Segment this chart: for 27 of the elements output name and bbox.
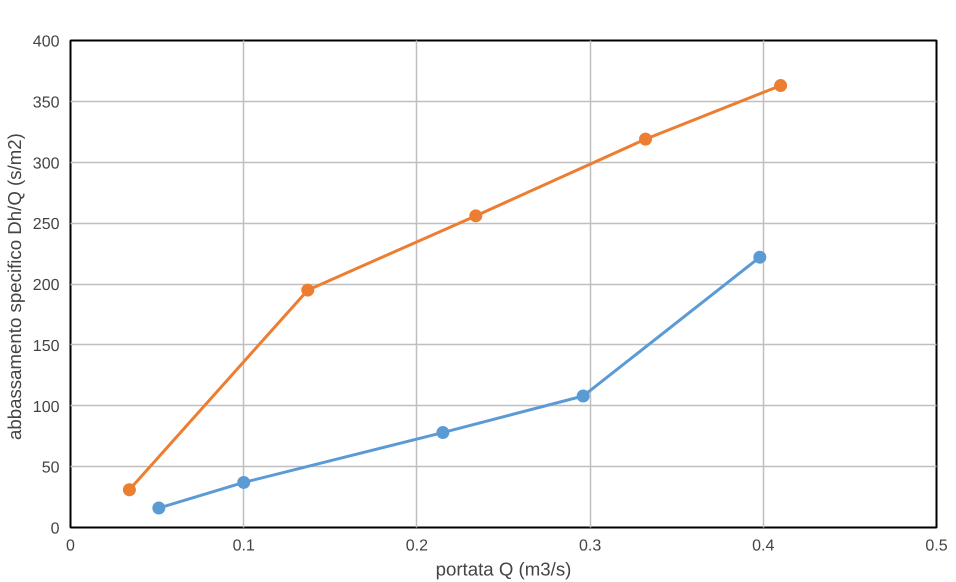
x-tick-label: 0.2 <box>406 538 428 554</box>
y-tick-label: 250 <box>32 216 60 234</box>
x-tick-label: 0.5 <box>925 538 948 554</box>
point <box>152 502 166 515</box>
x-tick-label: 0.1 <box>232 538 255 554</box>
x-tick-label: 0.4 <box>752 538 775 554</box>
x-tick-label: 0.3 <box>578 538 602 554</box>
x-axis-title: portata Q (m3/s) <box>436 558 572 580</box>
y-tick-label: 300 <box>32 155 60 172</box>
y-axis-title: abbassamento specifico Dh/Q (s/m2) <box>4 133 25 440</box>
point <box>753 250 766 264</box>
point <box>122 483 136 496</box>
y-tick-label: 200 <box>32 277 60 294</box>
y-tick-label: 150 <box>32 338 60 355</box>
y-tick-label: 350 <box>32 94 60 112</box>
y-tick-label: 50 <box>42 460 60 477</box>
point <box>469 209 482 222</box>
y-tick-label: 0 <box>50 520 60 538</box>
point <box>639 132 652 146</box>
y-tick-label: 400 <box>32 34 60 50</box>
point <box>576 390 590 402</box>
point <box>436 426 450 440</box>
point <box>237 476 250 489</box>
y-tick-label: 100 <box>32 398 60 416</box>
point <box>301 284 314 297</box>
x-tick-label: 0 <box>66 538 76 554</box>
point <box>774 79 788 92</box>
